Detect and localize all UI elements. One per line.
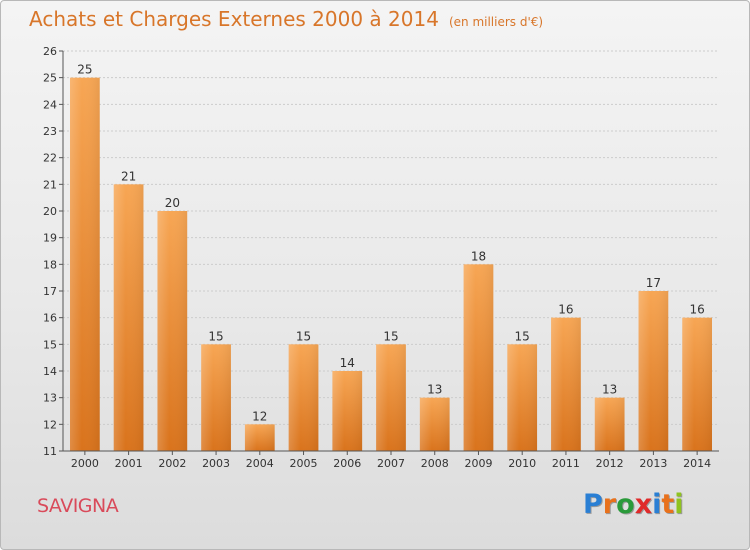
bar-shine	[594, 397, 625, 451]
y-tick-label: 25	[43, 72, 57, 85]
bar-value-label: 25	[77, 63, 92, 77]
axis-layer: 11 12 13 14 15 16 17 18 19 20 21 22 23 24 25 26 2000 2001…	[43, 45, 719, 470]
y-tick-label: 11	[43, 445, 57, 458]
bar-shine	[682, 317, 713, 451]
y-tick-label: 18	[43, 258, 57, 271]
y-tick-label: 23	[43, 125, 57, 138]
y-tick-label: 26	[43, 45, 57, 58]
x-tick-label: 2003	[202, 457, 230, 470]
bar-shine	[507, 344, 538, 451]
x-tick-label: 2000	[71, 457, 99, 470]
proxiti-logo: Proxiti	[583, 489, 684, 520]
y-tick-label: 22	[43, 152, 57, 165]
y-tick-label: 24	[43, 98, 57, 111]
x-tick-label: 2004	[246, 457, 274, 470]
title-text: Achats et Charges Externes 2000 à 2014	[29, 7, 439, 31]
logo-letter: P	[583, 489, 603, 520]
logo-letter: i	[674, 489, 684, 520]
bar-shine	[69, 77, 100, 452]
y-tick-label: 15	[43, 338, 57, 351]
bar-value-label: 14	[340, 356, 355, 370]
bar-shine	[463, 264, 494, 451]
x-tick-label: 2005	[290, 457, 318, 470]
y-tick-label: 19	[43, 232, 57, 245]
bar-value-label: 18	[471, 249, 486, 263]
y-tick-label: 21	[43, 178, 57, 191]
bar-value-label: 13	[602, 383, 617, 397]
logo-letter: t	[661, 489, 675, 520]
x-tick-label: 2011	[552, 457, 580, 470]
chart-title: Achats et Charges Externes 2000 à 2014 (e…	[29, 7, 543, 31]
bar-value-label: 13	[427, 383, 442, 397]
bar-shine	[157, 211, 188, 451]
y-tick-label: 17	[43, 285, 57, 298]
x-tick-label: 2010	[508, 457, 536, 470]
bar-value-label: 15	[296, 329, 311, 343]
bar-value-label: 15	[208, 329, 223, 343]
x-tick-label: 2013	[639, 457, 667, 470]
bar-shine	[551, 317, 581, 451]
bar-value-label: 17	[646, 276, 661, 290]
x-tick-label: 2008	[421, 457, 449, 470]
bar-value-label: 12	[252, 409, 267, 423]
bar-shine	[201, 344, 231, 451]
y-tick-label: 12	[43, 418, 57, 431]
logo-letter: i	[652, 489, 662, 520]
bar-layer: 25 21 20 15 12 15 14 15 13 18 15 16 13 17 16	[69, 63, 713, 452]
bar-shine	[288, 344, 319, 451]
x-tick-label: 2009	[464, 457, 492, 470]
bar-shine	[244, 424, 275, 451]
logo-letter: x	[634, 489, 653, 520]
y-tick-label: 14	[43, 365, 57, 378]
x-tick-label: 2007	[377, 457, 405, 470]
bar-value-label: 20	[165, 196, 180, 210]
bar-value-label: 21	[121, 169, 136, 183]
x-tick-label: 2012	[596, 457, 624, 470]
bar-shine	[332, 371, 363, 451]
x-tick-label: 2001	[115, 457, 143, 470]
logo-letter: r	[602, 489, 617, 520]
bar-value-label: 16	[689, 303, 704, 317]
y-tick-label: 20	[43, 205, 57, 218]
bar-shine	[638, 291, 669, 451]
bar-value-label: 15	[383, 329, 398, 343]
y-tick-label: 16	[43, 312, 57, 325]
x-tick-label: 2014	[683, 457, 711, 470]
chart-subtitle: (en milliers d'€)	[448, 15, 544, 29]
bar-value-label: 16	[558, 303, 573, 317]
bar-value-label: 15	[515, 329, 530, 343]
bar-shine	[113, 184, 144, 452]
bar-shine	[419, 397, 450, 451]
y-tick-label: 13	[43, 392, 57, 405]
x-tick-label: 2006	[333, 457, 361, 470]
x-tick-label: 2002	[158, 457, 186, 470]
logo-letter: o	[616, 489, 635, 520]
commune-name: SAVIGNA	[37, 495, 119, 517]
bar-shine	[376, 344, 406, 451]
